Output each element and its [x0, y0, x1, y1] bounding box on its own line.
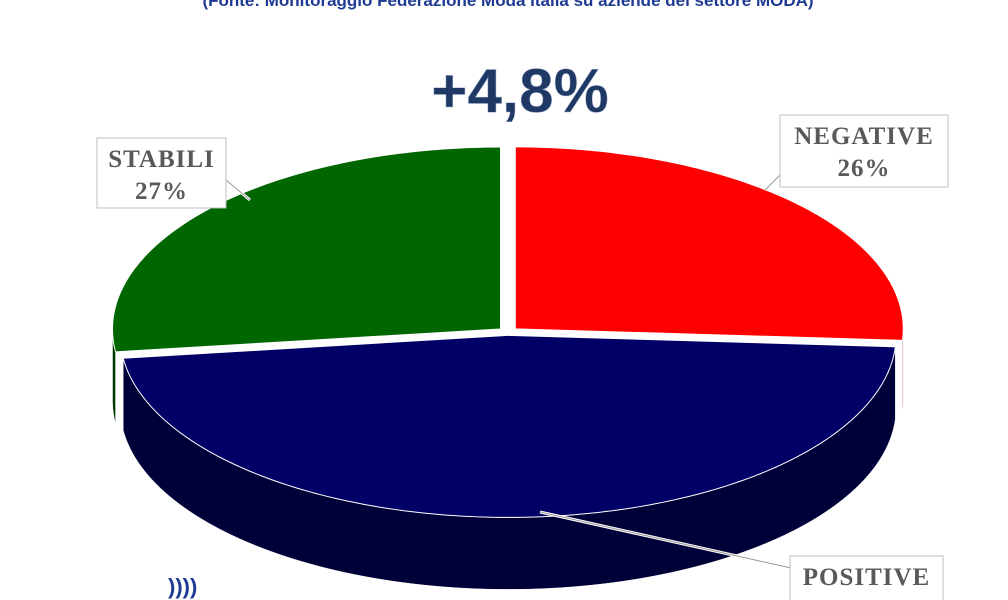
slice-side — [902, 328, 904, 413]
category-label: STABILI — [108, 146, 215, 173]
category-label: NEGATIVE — [794, 123, 934, 150]
annotation: +4,8% — [431, 57, 609, 126]
label-box — [779, 114, 949, 188]
slice — [122, 334, 896, 518]
leader-line — [539, 511, 801, 571]
chart-subtitle: (Fonte: Monitoraggio Federazione Moda It… — [202, 0, 813, 10]
label-box — [789, 555, 944, 600]
logo-fragment: )))) — [168, 574, 197, 599]
leader-line — [225, 179, 251, 201]
value-label: 47% — [840, 596, 893, 600]
value-label: 27% — [135, 178, 188, 205]
value-label: 26% — [838, 155, 891, 182]
slice — [514, 146, 904, 341]
category-label: POSITIVE — [803, 564, 930, 591]
label-box — [96, 137, 227, 209]
